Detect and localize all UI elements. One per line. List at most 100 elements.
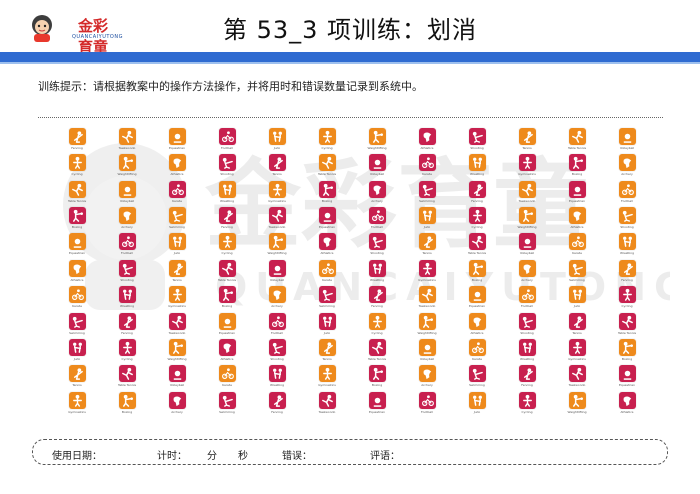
symbol-cell[interactable]: Archery — [102, 207, 152, 233]
symbol-cell[interactable]: Football — [502, 286, 552, 312]
symbol-cell[interactable]: Football — [252, 312, 302, 339]
symbol-cell[interactable]: Football — [102, 233, 152, 259]
symbol-cell[interactable]: Shooting — [602, 207, 652, 233]
symbol-cell[interactable]: Shooting — [202, 154, 252, 180]
symbol-cell[interactable]: Weightlifting — [552, 391, 602, 418]
symbol-cell[interactable]: Archery — [502, 259, 552, 286]
symbol-cell[interactable]: Athletics — [452, 312, 502, 339]
symbol-cell[interactable]: Tennis — [552, 312, 602, 339]
symbol-cell[interactable]: Equestrian — [352, 391, 402, 418]
symbol-cell[interactable]: Cycling — [602, 286, 652, 312]
symbol-cell[interactable]: Judo — [152, 233, 202, 259]
symbol-cell[interactable]: Archery — [402, 365, 452, 391]
symbol-cell[interactable]: Shooting — [102, 259, 152, 286]
symbol-cell[interactable]: Taekwondo — [402, 286, 452, 312]
symbol-cell[interactable]: Taekwondo — [252, 207, 302, 233]
symbol-cell[interactable]: Equestrian — [152, 128, 202, 154]
symbol-cell[interactable]: Football — [352, 207, 402, 233]
symbol-cell[interactable]: Judo — [552, 286, 602, 312]
symbol-cell[interactable]: Equestrian — [602, 365, 652, 391]
symbol-cell[interactable]: Swimming — [202, 391, 252, 418]
symbol-cell[interactable]: Equestrian — [302, 207, 352, 233]
symbol-cell[interactable]: Wrestling — [202, 180, 252, 207]
symbol-cell[interactable]: Boxing — [352, 365, 402, 391]
symbol-cell[interactable]: Weightlifting — [352, 128, 402, 154]
symbol-cell[interactable]: Boxing — [452, 259, 502, 286]
symbol-cell[interactable]: Volleyball — [352, 154, 402, 180]
symbol-cell[interactable]: Volleyball — [402, 338, 452, 365]
symbol-cell[interactable]: Volleyball — [152, 365, 202, 391]
symbol-cell[interactable]: Tennis — [302, 338, 352, 365]
symbol-cell[interactable]: Athletics — [602, 391, 652, 418]
symbol-cell[interactable]: Cycling — [52, 154, 102, 180]
symbol-cell[interactable]: Football — [202, 128, 252, 154]
symbol-cell[interactable]: Karate — [452, 338, 502, 365]
symbol-cell[interactable]: Table Tennis — [452, 233, 502, 259]
symbol-cell[interactable]: Weightlifting — [252, 233, 302, 259]
symbol-cell[interactable]: Karate — [402, 154, 452, 180]
symbol-cell[interactable]: Volleyball — [502, 233, 552, 259]
symbol-cell[interactable]: Boxing — [52, 207, 102, 233]
symbol-cell[interactable]: Equestrian — [202, 312, 252, 339]
symbol-cell[interactable]: Boxing — [202, 286, 252, 312]
symbol-cell[interactable]: Table Tennis — [352, 338, 402, 365]
symbol-cell[interactable]: Cycling — [452, 207, 502, 233]
symbol-cell[interactable]: Tennis — [402, 233, 452, 259]
symbol-cell[interactable]: Swimming — [552, 259, 602, 286]
symbol-cell[interactable]: Fencing — [52, 128, 102, 154]
symbol-cell[interactable]: Taekwondo — [302, 391, 352, 418]
symbol-cell[interactable]: Swimming — [52, 312, 102, 339]
symbol-cell[interactable]: Cycling — [352, 312, 402, 339]
symbol-cell[interactable]: Boxing — [302, 180, 352, 207]
symbol-cell[interactable]: Cycling — [202, 233, 252, 259]
symbol-cell[interactable]: Volleyball — [252, 259, 302, 286]
symbol-cell[interactable]: Cycling — [502, 391, 552, 418]
symbol-cell[interactable]: Karate — [302, 259, 352, 286]
symbol-cell[interactable]: Wrestling — [602, 233, 652, 259]
symbol-cell[interactable]: Swimming — [402, 180, 452, 207]
symbol-cell[interactable]: Athletics — [402, 128, 452, 154]
symbol-cell[interactable]: Wrestling — [102, 286, 152, 312]
symbol-cell[interactable]: Shooting — [252, 338, 302, 365]
symbol-cell[interactable]: Boxing — [552, 154, 602, 180]
symbol-cell[interactable]: Football — [402, 391, 452, 418]
symbol-cell[interactable]: Judo — [52, 338, 102, 365]
symbol-cell[interactable]: Equestrian — [452, 286, 502, 312]
symbol-cell[interactable]: Gymnastics — [252, 180, 302, 207]
symbol-cell[interactable]: Table Tennis — [552, 128, 602, 154]
symbol-cell[interactable]: Football — [602, 180, 652, 207]
symbol-cell[interactable]: Judo — [402, 207, 452, 233]
symbol-cell[interactable]: Weightlifting — [502, 207, 552, 233]
symbol-cell[interactable]: Athletics — [52, 259, 102, 286]
symbol-cell[interactable]: Athletics — [302, 233, 352, 259]
symbol-cell[interactable]: Fencing — [502, 365, 552, 391]
symbol-cell[interactable]: Archery — [152, 391, 202, 418]
symbol-cell[interactable]: Judo — [302, 312, 352, 339]
symbol-cell[interactable]: Swimming — [452, 365, 502, 391]
symbol-cell[interactable]: Tennis — [502, 128, 552, 154]
symbol-cell[interactable]: Fencing — [452, 180, 502, 207]
symbol-cell[interactable]: Wrestling — [352, 259, 402, 286]
symbol-cell[interactable]: Wrestling — [452, 154, 502, 180]
symbol-cell[interactable]: Volleyball — [602, 128, 652, 154]
symbol-cell[interactable]: Gymnastics — [402, 259, 452, 286]
symbol-cell[interactable]: Fencing — [602, 259, 652, 286]
symbol-cell[interactable]: Weightlifting — [152, 338, 202, 365]
symbol-cell[interactable]: Karate — [152, 180, 202, 207]
symbol-cell[interactable]: Tennis — [252, 154, 302, 180]
symbol-cell[interactable]: Weightlifting — [102, 154, 152, 180]
symbol-cell[interactable]: Gymnastics — [302, 365, 352, 391]
symbol-cell[interactable]: Fencing — [352, 286, 402, 312]
symbol-cell[interactable]: Table Tennis — [102, 365, 152, 391]
symbol-cell[interactable]: Archery — [602, 154, 652, 180]
symbol-cell[interactable]: Taekwondo — [102, 128, 152, 154]
symbol-cell[interactable]: Gymnastics — [152, 286, 202, 312]
symbol-cell[interactable]: Taekwondo — [152, 312, 202, 339]
symbol-cell[interactable]: Judo — [452, 391, 502, 418]
symbol-cell[interactable]: Swimming — [302, 286, 352, 312]
symbol-cell[interactable]: Taekwondo — [552, 365, 602, 391]
symbol-cell[interactable]: Table Tennis — [602, 312, 652, 339]
symbol-cell[interactable]: Gymnastics — [502, 154, 552, 180]
symbol-cell[interactable]: Archery — [252, 286, 302, 312]
symbol-cell[interactable]: Judo — [252, 128, 302, 154]
